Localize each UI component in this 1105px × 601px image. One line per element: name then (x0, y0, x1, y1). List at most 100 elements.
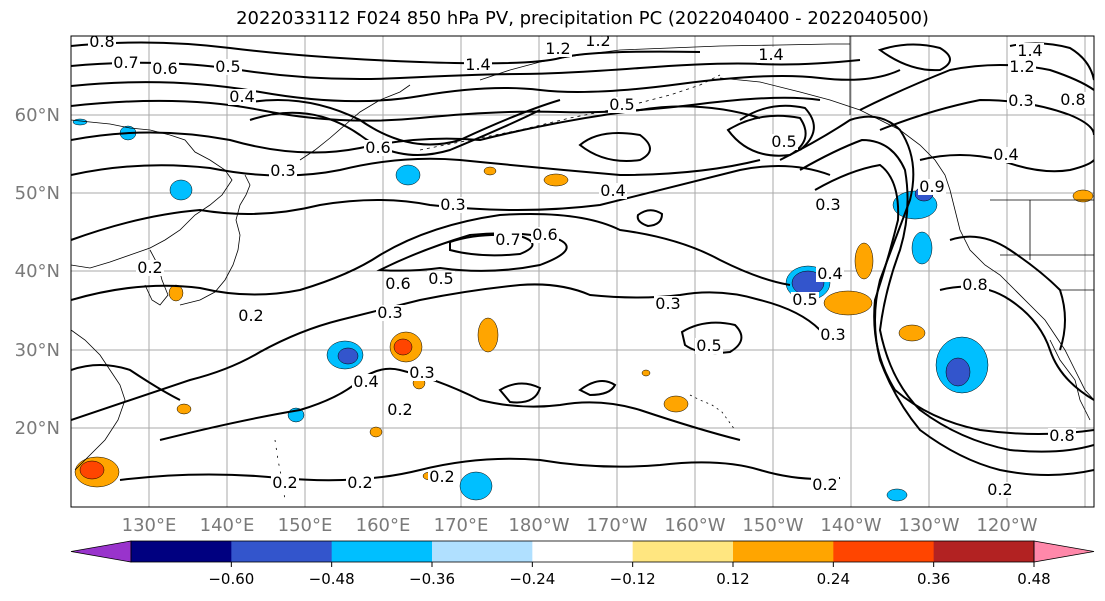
pv-contour (159, 367, 741, 441)
pv-contour (859, 64, 1094, 111)
longitude-label: 140°W (820, 515, 881, 536)
colorbar-extend-low (70, 540, 132, 563)
latitude-label: 30°N (15, 340, 60, 361)
contour-label: 0.2 (272, 473, 297, 492)
map-panel: 0.80.7 0.6 0.50.40.30.21.41.2 1.21.40.50.60… (71, 31, 1094, 507)
precip-neg-area (169, 179, 193, 201)
contour-label: 0.3 (409, 363, 434, 382)
contour-label-bg (1048, 428, 1076, 444)
pv-contour (249, 109, 541, 156)
contour-label-bg (695, 338, 723, 354)
contour-label: 0.7 (495, 230, 520, 249)
precip-pos-area (79, 460, 105, 480)
longitude-label: 130°E (122, 515, 177, 536)
pv-contour (71, 105, 761, 154)
precip-pos-area (483, 166, 497, 176)
aleutian-chain (419, 74, 721, 151)
contour-label: 0.4 (600, 181, 625, 200)
precip-neg-area (337, 347, 359, 365)
contour-label: 0.3 (270, 161, 295, 180)
contour-label-bg (494, 232, 522, 248)
colorbar-segment (933, 541, 1035, 562)
pv-contour (636, 209, 664, 228)
pv-contour (814, 163, 1094, 435)
colorbar-segment (532, 541, 634, 562)
pv-contour (739, 104, 815, 151)
contour-label-bg (531, 227, 559, 243)
contour-label-bg (599, 183, 627, 199)
map-title: 2022033112 F024 850 hPa PV, precipitatio… (236, 8, 929, 29)
precip-neg-area (945, 357, 971, 387)
precip-pos-area (176, 403, 192, 415)
contour-label: 0.4 (817, 264, 842, 283)
contour-label-bg (428, 469, 456, 485)
contour-label-bg (228, 89, 256, 105)
precip-neg-area (459, 471, 493, 501)
contour-label-bg (811, 477, 839, 493)
colorbar-segment (231, 541, 333, 562)
precip-neg-area (911, 231, 933, 265)
contour-label: 1.2 (1009, 57, 1034, 76)
longitude-label: 150°E (278, 515, 333, 536)
colorbar-extend-high (1033, 540, 1095, 563)
contour-label-bg (346, 475, 374, 491)
precip-neg-area (395, 164, 421, 186)
pv-contour (726, 114, 807, 157)
pv-contour (71, 96, 821, 122)
contour-label-bg (136, 260, 164, 276)
pv-contour (449, 233, 534, 257)
precip-pos-area (477, 317, 499, 353)
longitude-label: 170°E (434, 515, 489, 536)
contour-label-bg (427, 271, 455, 287)
contour-label: 0.3 (655, 294, 680, 313)
contour-label-bg (269, 163, 297, 179)
longitude-label: 160°W (664, 515, 725, 536)
contour-label: 0.4 (229, 87, 254, 106)
precip-pos-area (823, 290, 873, 316)
contour-label-bg (384, 276, 412, 292)
contour-label-bg (439, 197, 467, 213)
contour-label: 0.5 (215, 57, 240, 76)
contour-label: 0.9 (919, 177, 944, 196)
contour-label-bg (770, 134, 798, 150)
contour-label: 1.4 (1017, 41, 1042, 60)
contour-label: 0.3 (440, 195, 465, 214)
pv-contour (578, 132, 651, 162)
contour-label-bg (214, 59, 242, 75)
contour-label: 0.8 (1060, 90, 1085, 109)
precip-pos-area (898, 324, 926, 342)
contour-label: 0.6 (152, 59, 177, 78)
contour-label: 1.4 (465, 55, 490, 74)
contour-label-bg (1016, 43, 1044, 59)
contour-label-bg (1008, 59, 1036, 75)
colorbar-tick-label: −0.12 (610, 570, 656, 588)
pv-contour (71, 213, 791, 301)
contour-label: 1.4 (758, 45, 783, 64)
pv-contour (71, 157, 761, 177)
contour-label: 0.7 (113, 53, 138, 72)
latitude-label: 20°N (15, 418, 60, 439)
contour-label: 0.2 (387, 400, 412, 419)
longitude-label: 140°E (200, 515, 255, 536)
colorbar-tick-label: −0.60 (208, 570, 254, 588)
colorbar-tick-label: −0.48 (309, 570, 355, 588)
contour-label-bg (386, 402, 414, 418)
contour-label-bg (992, 147, 1020, 163)
longitude-label: 170°W (586, 515, 647, 536)
colorbar-segment (131, 541, 232, 562)
contour-label-bg (376, 305, 404, 321)
colorbar-tick-label: −0.36 (409, 570, 455, 588)
pv-contours (71, 41, 1094, 482)
contour-label: 0.6 (532, 225, 557, 244)
colorbar: −0.60 −0.48 −0.36 −0.24 −0.12 0.12 0.24 0.36 0.4… (70, 540, 1095, 588)
china-coast (71, 329, 126, 471)
contour-label: 0.5 (771, 132, 796, 151)
contour-label-bg (986, 482, 1014, 498)
colorbar-tick-label: 0.24 (817, 570, 850, 588)
contour-label-bg (464, 57, 492, 73)
contour-label: 0.8 (962, 275, 987, 294)
mexico-coast (1049, 339, 1091, 421)
longitude-label: 120°W (976, 515, 1037, 536)
contour-label: 1.2 (585, 31, 610, 50)
